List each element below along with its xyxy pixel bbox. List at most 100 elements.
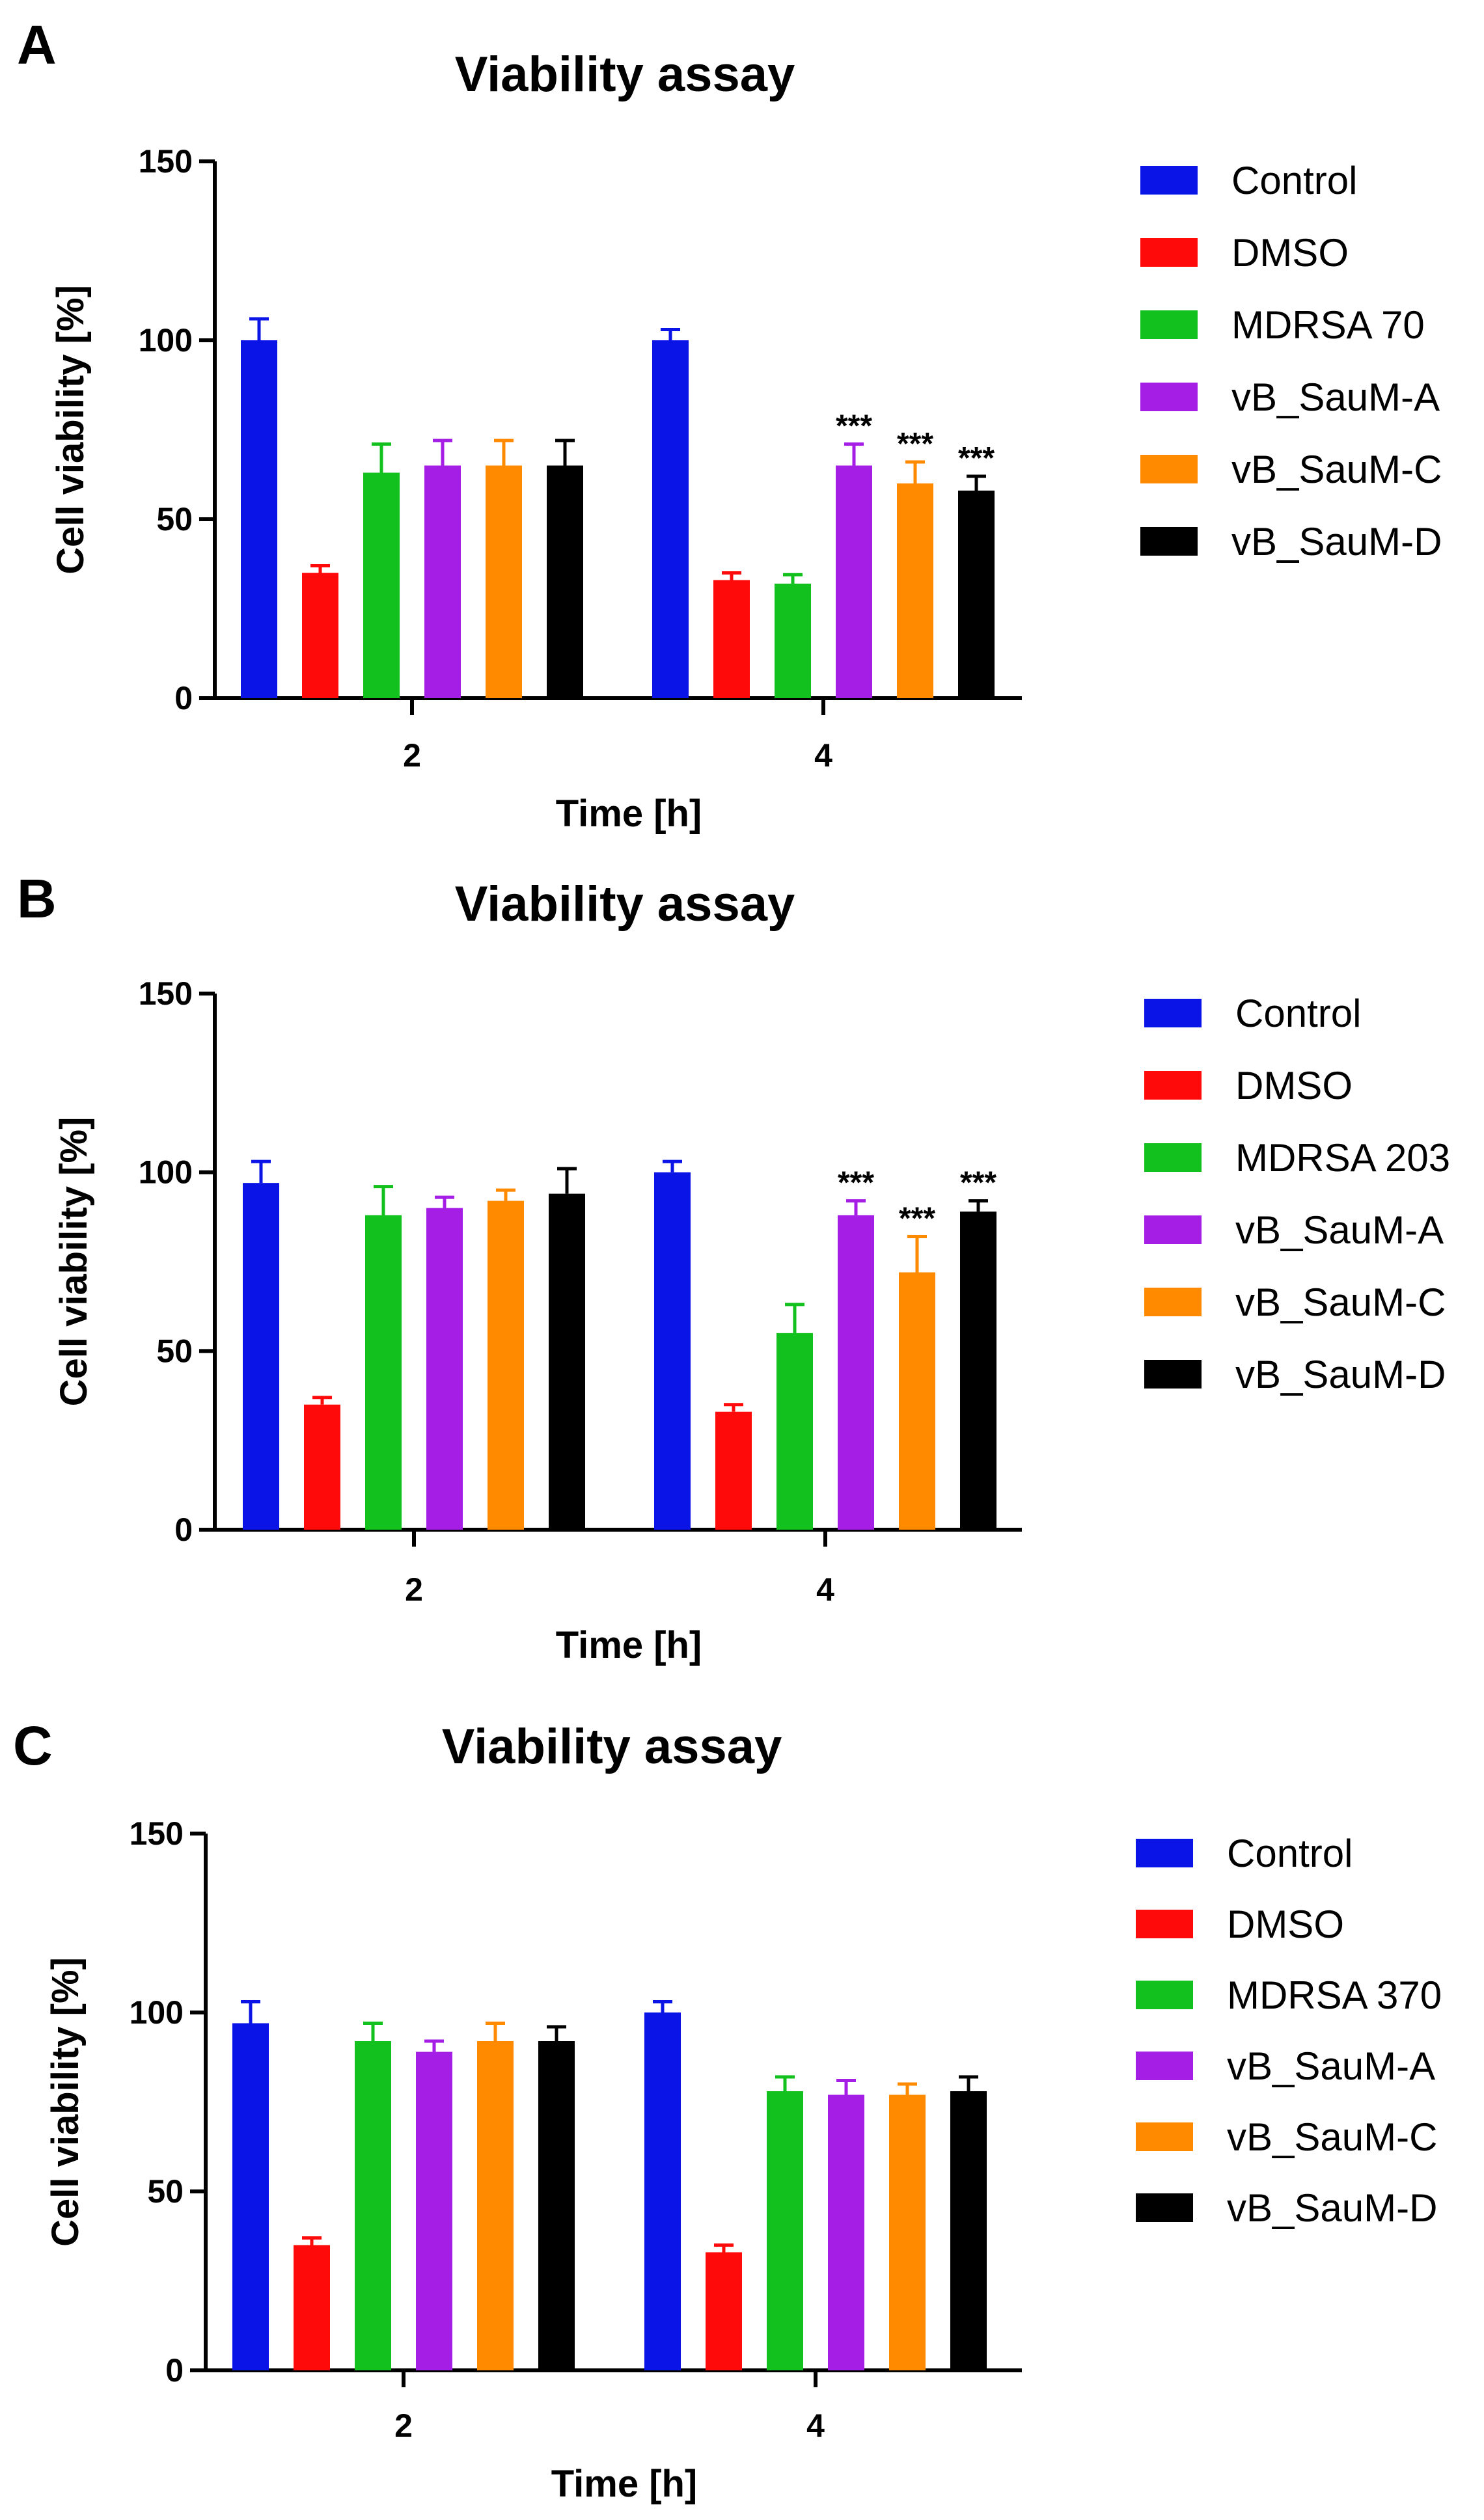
legend-label: vB_SauM-D bbox=[1235, 1353, 1446, 1396]
y-axis-label: Cell viability [%] bbox=[49, 285, 92, 575]
legend-swatch bbox=[1136, 2193, 1193, 2222]
panel-letter: A bbox=[17, 14, 57, 75]
bar bbox=[355, 2041, 391, 2370]
bar bbox=[424, 465, 461, 698]
legend-swatch bbox=[1144, 1071, 1202, 1100]
bar bbox=[706, 2252, 742, 2370]
legend-swatch bbox=[1144, 1143, 1202, 1172]
bar bbox=[243, 1183, 279, 1530]
y-axis-label: Cell viability [%] bbox=[44, 1957, 87, 2247]
legend-swatch bbox=[1144, 1288, 1202, 1316]
legend-swatch bbox=[1136, 1910, 1193, 1938]
legend-label: vB_SauM-A bbox=[1227, 2044, 1435, 2088]
chart-panel-C: C Viability assay 0 50 100 150 Cell viability … bbox=[13, 1715, 1442, 2505]
bar bbox=[776, 1333, 813, 1530]
bar bbox=[304, 1404, 340, 1530]
chart-title: Viability assay bbox=[455, 876, 795, 932]
panel-letter: B bbox=[17, 868, 57, 929]
legend-swatch bbox=[1144, 1360, 1202, 1389]
bar bbox=[899, 1272, 935, 1530]
y-tick-label: 100 bbox=[139, 322, 193, 359]
bar bbox=[715, 1411, 752, 1530]
chart-panel-B: B Viability assay 0 50 100 150 Cell viability … bbox=[17, 868, 1450, 1666]
legend-label: Control bbox=[1231, 159, 1357, 202]
bar bbox=[950, 2091, 987, 2370]
bar bbox=[838, 1215, 874, 1530]
x-tick-label: 4 bbox=[814, 737, 832, 774]
legend-label: DMSO bbox=[1231, 231, 1349, 275]
panel-letter: C bbox=[13, 1715, 53, 1776]
significance-label: *** bbox=[838, 1166, 874, 1200]
x-tick-label: 2 bbox=[403, 737, 421, 774]
x-tick-label: 4 bbox=[816, 1571, 834, 1608]
bar bbox=[538, 2041, 575, 2370]
legend-label: Control bbox=[1227, 1832, 1353, 1875]
bar bbox=[365, 1215, 402, 1530]
legend-swatch bbox=[1140, 455, 1198, 483]
legend-swatch bbox=[1136, 1839, 1193, 1867]
bar bbox=[363, 472, 400, 698]
x-tick-label: 2 bbox=[405, 1571, 423, 1608]
x-tick-label: 4 bbox=[806, 2407, 825, 2444]
legend-swatch bbox=[1140, 527, 1198, 556]
legend-label: MDRSA 203 bbox=[1235, 1136, 1450, 1180]
significance-label: *** bbox=[897, 427, 933, 461]
y-tick-label: 50 bbox=[147, 2173, 184, 2210]
legend-label: DMSO bbox=[1235, 1064, 1353, 1107]
legend-label: vB_SauM-D bbox=[1231, 520, 1442, 563]
bar bbox=[488, 1200, 524, 1530]
legend-swatch bbox=[1140, 383, 1198, 411]
significance-label: *** bbox=[958, 441, 995, 476]
bar bbox=[644, 2012, 681, 2370]
y-tick-label: 150 bbox=[139, 975, 193, 1012]
bar bbox=[302, 573, 338, 698]
bar bbox=[958, 491, 995, 698]
bar bbox=[232, 2023, 269, 2370]
legend-swatch bbox=[1136, 1981, 1193, 2009]
x-tick-label: 2 bbox=[394, 2407, 413, 2444]
bar bbox=[477, 2041, 514, 2370]
bar bbox=[889, 2094, 926, 2370]
legend-swatch bbox=[1140, 310, 1198, 339]
y-tick-label: 100 bbox=[130, 1994, 184, 2031]
y-tick-label: 50 bbox=[156, 1333, 193, 1369]
legend-label: vB_SauM-C bbox=[1227, 2115, 1437, 2159]
bar bbox=[767, 2091, 803, 2370]
bar bbox=[828, 2094, 864, 2370]
legend-swatch bbox=[1144, 999, 1202, 1027]
y-tick-label: 150 bbox=[139, 143, 193, 180]
chart-title: Viability assay bbox=[442, 1719, 782, 1774]
y-axis-label: Cell viability [%] bbox=[53, 1117, 95, 1407]
bar bbox=[775, 584, 811, 698]
legend-swatch bbox=[1136, 2052, 1193, 2080]
bar bbox=[713, 580, 750, 698]
y-tick-label: 150 bbox=[130, 1815, 184, 1852]
y-tick-label: 0 bbox=[165, 2352, 184, 2389]
bar bbox=[897, 483, 933, 698]
y-tick-label: 0 bbox=[174, 680, 193, 716]
bar bbox=[960, 1212, 996, 1530]
x-axis-label: Time [h] bbox=[551, 2463, 698, 2505]
bar bbox=[426, 1208, 463, 1530]
legend-label: vB_SauM-A bbox=[1231, 375, 1440, 419]
legend-swatch bbox=[1144, 1215, 1202, 1244]
significance-label: *** bbox=[899, 1202, 935, 1236]
legend-label: vB_SauM-D bbox=[1227, 2186, 1437, 2230]
bar bbox=[547, 465, 583, 698]
x-axis-label: Time [h] bbox=[556, 1624, 702, 1666]
y-tick-label: 0 bbox=[174, 1511, 193, 1548]
legend-label: Control bbox=[1235, 992, 1361, 1035]
bar bbox=[294, 2245, 330, 2370]
bar bbox=[241, 340, 277, 698]
bar bbox=[652, 340, 689, 698]
x-axis-label: Time [h] bbox=[556, 793, 702, 835]
significance-label: *** bbox=[836, 409, 872, 444]
legend-label: vB_SauM-C bbox=[1235, 1280, 1446, 1324]
legend-label: vB_SauM-A bbox=[1235, 1208, 1444, 1252]
legend-label: MDRSA 70 bbox=[1231, 303, 1425, 347]
chart-title: Viability assay bbox=[455, 47, 795, 102]
significance-label: *** bbox=[960, 1166, 996, 1200]
bar bbox=[549, 1193, 585, 1530]
legend-swatch bbox=[1140, 166, 1198, 195]
